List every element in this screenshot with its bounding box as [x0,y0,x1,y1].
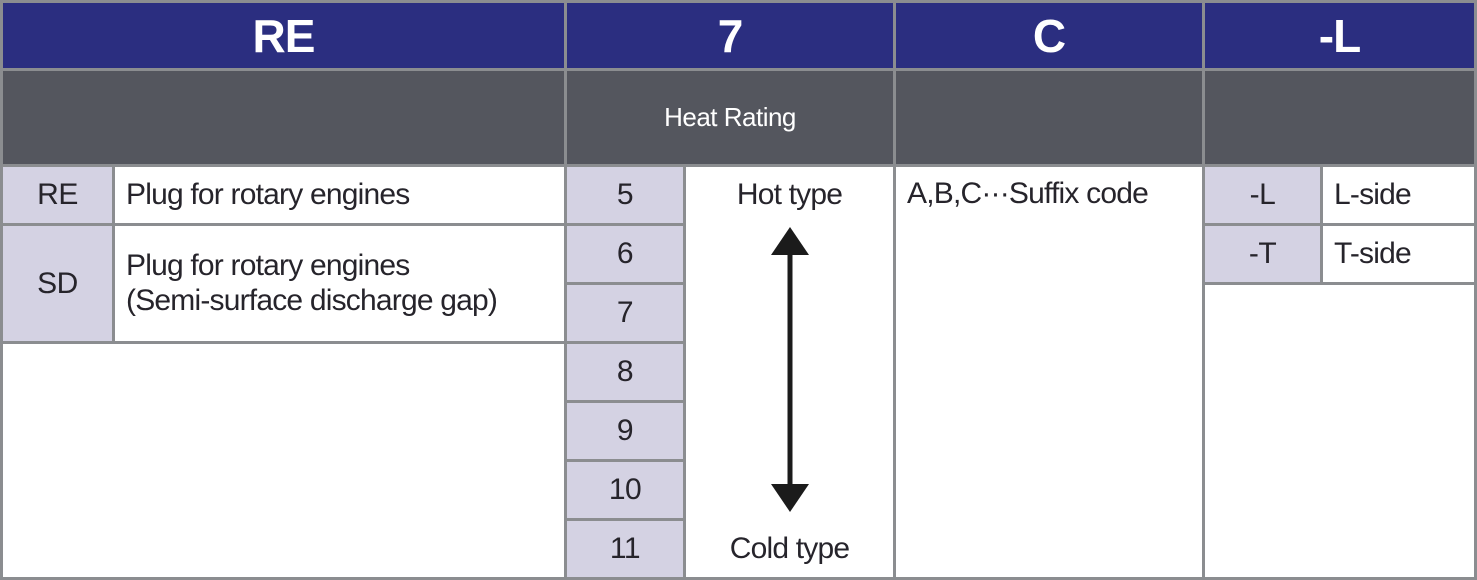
band-heat-rating-label: Heat Rating [567,71,893,164]
side-code-l: -L [1205,167,1320,223]
hot-type-label: Hot type [736,178,843,211]
heat-rating-value: 7 [567,285,683,341]
header-prefix: RE [3,3,564,68]
heat-rating-value: 10 [567,462,683,518]
heat-rating-value: 9 [567,403,683,459]
heat-rating-value: 5 [567,167,683,223]
heat-rating-arrow-icon [686,227,893,512]
suffix-note: A,B,C···Suffix code [896,167,1202,577]
side-desc-t: T-side [1323,226,1474,282]
side-code-t: -T [1205,226,1320,282]
arrow-line [787,249,792,490]
prefix-desc-re: Plug for rotary engines [115,167,564,223]
heat-rating-value: 8 [567,344,683,400]
prefix-desc-sd-line2: (Semi-surface discharge gap) [126,283,498,317]
prefix-desc-sd-line1: Plug for rotary engines [126,249,410,282]
band-prefix [3,71,564,164]
header-heat-rating: 7 [567,3,893,68]
band-side [1205,71,1474,164]
prefix-code-sd: SD [3,226,112,341]
side-desc-l: L-side [1323,167,1474,223]
band-suffix [896,71,1202,164]
header-suffix: C [896,3,1202,68]
side-empty-area [1205,285,1474,577]
prefix-code-re: RE [3,167,112,223]
arrow-down-icon [770,484,809,512]
heat-type-scale: Hot type Cold type [686,167,893,577]
heat-rating-value: 6 [567,226,683,282]
heat-rating-value: 11 [567,521,683,577]
cold-type-label: Cold type [729,532,850,565]
prefix-desc-sd: Plug for rotary engines (Semi-surface di… [115,226,564,341]
prefix-empty-area [3,344,564,577]
header-side: -L [1205,3,1474,68]
